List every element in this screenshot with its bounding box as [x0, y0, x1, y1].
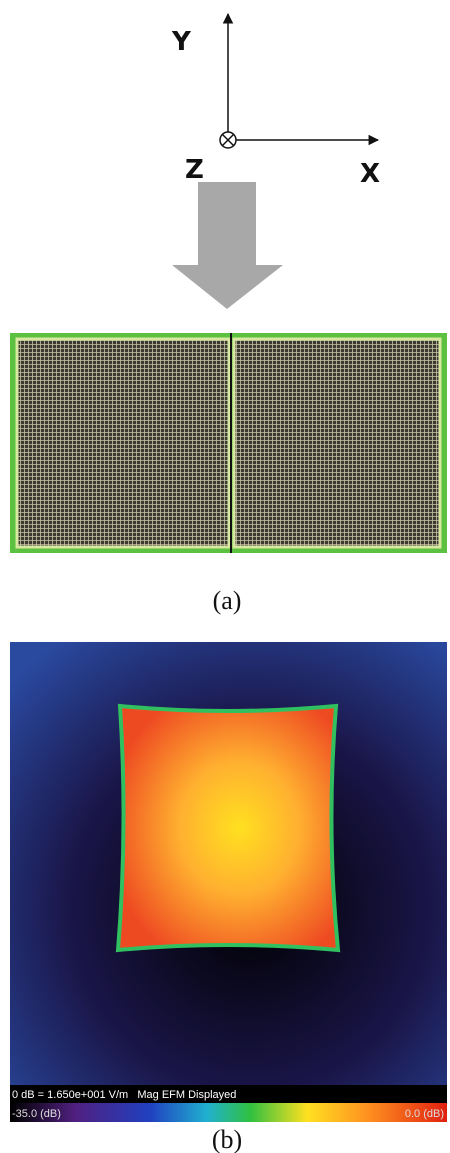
axis-label-x: X	[360, 159, 380, 189]
field-patch	[115, 703, 341, 953]
colorbar-max: 0.0 (dB)	[405, 1108, 444, 1120]
mesh-patch-left	[15, 337, 231, 549]
mesh-patch-right	[232, 337, 442, 549]
z-axis-symbol	[219, 131, 237, 149]
colorbar-min: -35.0 (dB)	[12, 1108, 61, 1120]
caption-b: (b)	[212, 1125, 242, 1153]
info-bar	[10, 1085, 447, 1103]
z-axis-cross	[221, 133, 235, 147]
axis-label-y: Y	[171, 27, 192, 57]
colorbar	[10, 1103, 447, 1122]
axis-label-z: Z	[185, 155, 204, 185]
incidence-arrow	[172, 182, 283, 309]
info-text: 0 dB = 1.650e+001 V/m Mag EFM Displayed	[12, 1089, 236, 1101]
caption-a: (a)	[213, 586, 242, 615]
